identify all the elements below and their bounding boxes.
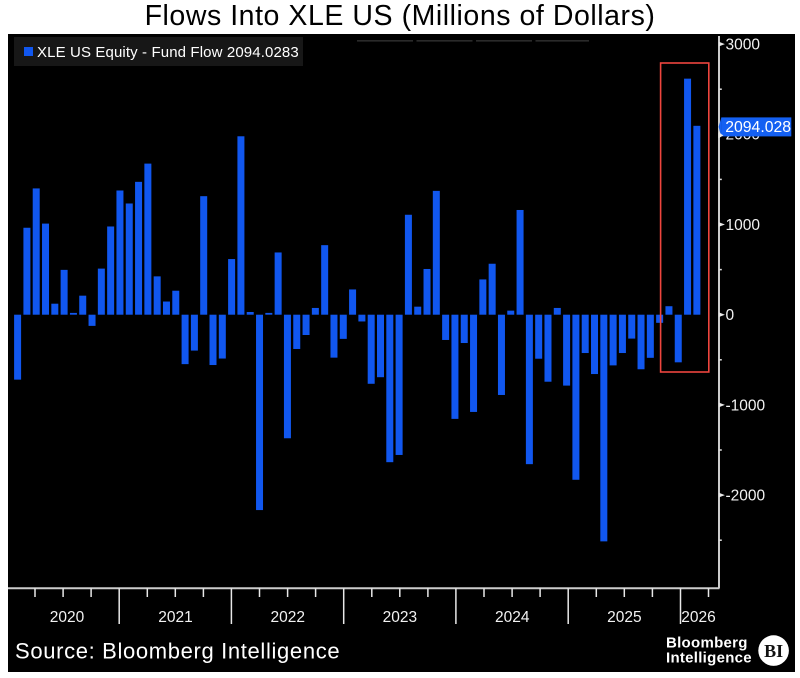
svg-text:BI: BI bbox=[764, 641, 783, 661]
svg-text:2025: 2025 bbox=[607, 609, 641, 626]
svg-text:2021: 2021 bbox=[158, 609, 192, 626]
svg-text:1000: 1000 bbox=[726, 217, 761, 234]
svg-text:2094.028: 2094.028 bbox=[725, 119, 791, 136]
svg-text:2026: 2026 bbox=[681, 609, 715, 626]
svg-text:2020: 2020 bbox=[50, 609, 85, 626]
svg-text:-1000: -1000 bbox=[726, 397, 766, 414]
svg-text:2022: 2022 bbox=[270, 609, 304, 626]
svg-text:0: 0 bbox=[726, 307, 735, 324]
svg-text:3000: 3000 bbox=[726, 37, 761, 54]
svg-text:Intelligence: Intelligence bbox=[666, 649, 752, 666]
svg-text:Source: Bloomberg Intelligence: Source: Bloomberg Intelligence bbox=[15, 639, 340, 664]
svg-text:-2000: -2000 bbox=[726, 488, 766, 505]
svg-text:2024: 2024 bbox=[495, 609, 530, 626]
svg-text:Flows Into XLE US (Millions of: Flows Into XLE US (Millions of Dollars) bbox=[145, 0, 656, 32]
svg-text:2023: 2023 bbox=[383, 609, 417, 626]
svg-text:XLE US Equity - Fund Flow 2094: XLE US Equity - Fund Flow 2094.0283 bbox=[37, 44, 299, 61]
svg-text:Bloomberg: Bloomberg bbox=[666, 635, 748, 652]
